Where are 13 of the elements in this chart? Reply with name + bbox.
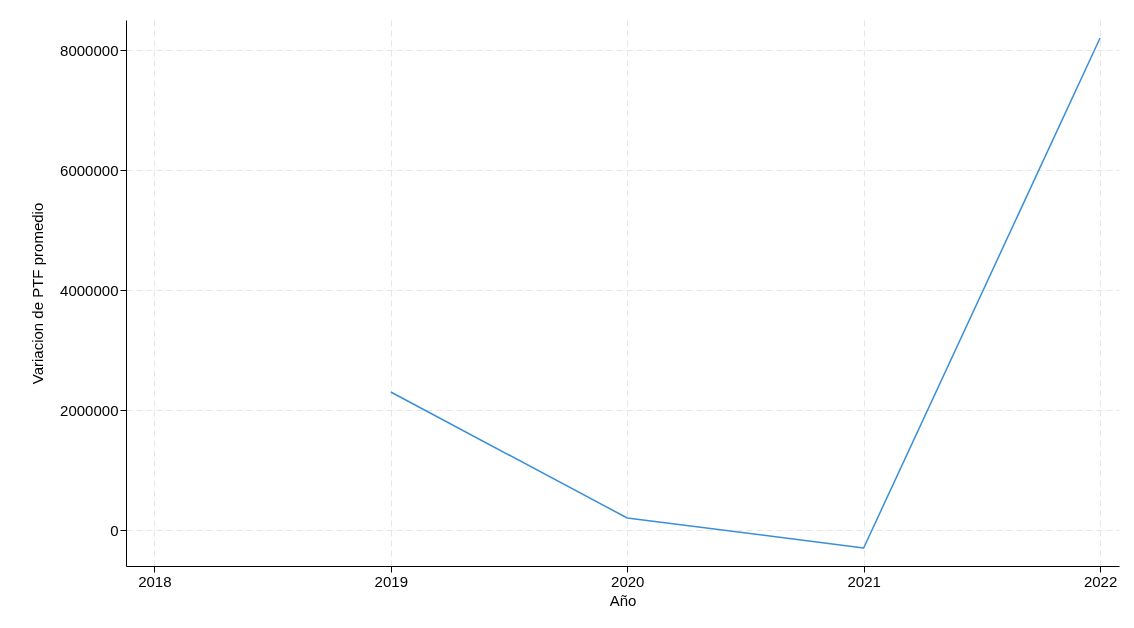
- y-tick-label: 4000000: [60, 281, 119, 299]
- x-axis-title: Año: [609, 591, 637, 609]
- y-tick-label: 2000000: [60, 401, 119, 419]
- y-tick-label: 6000000: [60, 161, 119, 179]
- y-tick-label: 0: [110, 521, 119, 539]
- x-tick-label: 2018: [138, 572, 172, 590]
- x-tick-label: 2022: [1083, 572, 1118, 590]
- line-series: [390, 37, 1101, 549]
- y-axis-title: Variacion de PTF promedio: [29, 202, 47, 385]
- x-tick-label: 2020: [611, 572, 645, 590]
- x-tick-label: 2021: [847, 572, 881, 590]
- x-tick-label: 2019: [374, 572, 408, 590]
- y-tick-label: 8000000: [60, 41, 119, 59]
